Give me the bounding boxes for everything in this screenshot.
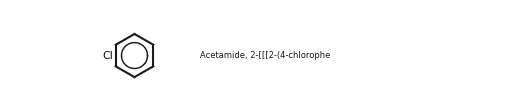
Text: Cl: Cl [102,51,113,60]
Text: Acetamide, 2-[[[2-(4-chlorophe: Acetamide, 2-[[[2-(4-chlorophe [200,51,330,60]
